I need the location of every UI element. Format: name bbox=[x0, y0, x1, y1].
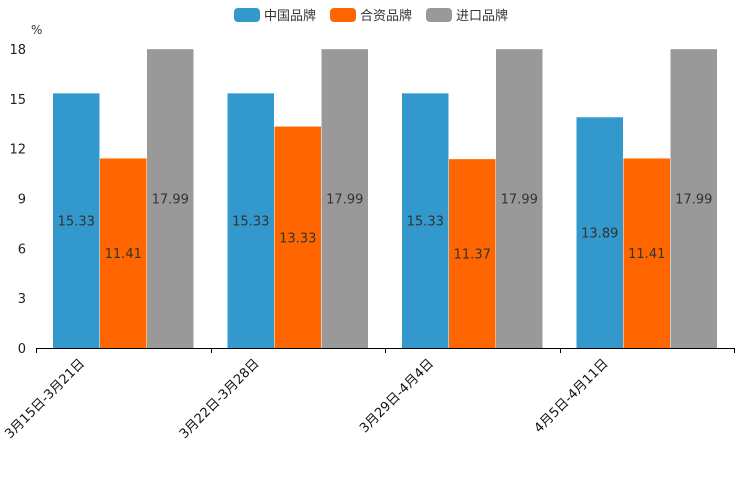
bar bbox=[496, 49, 543, 349]
bar-value-label: 11.41 bbox=[105, 247, 142, 262]
legend-label: 中国品牌 bbox=[264, 8, 316, 24]
y-tick-label: 12 bbox=[9, 143, 26, 158]
bar bbox=[274, 126, 321, 349]
bar-value-label: 15.33 bbox=[407, 215, 444, 230]
bar-value-label: 13.33 bbox=[279, 231, 316, 246]
x-tick-label: 3月15日-3月21日 bbox=[2, 356, 88, 442]
bar-value-label: 11.37 bbox=[454, 248, 491, 263]
y-axis-ticks: 0 3 6 9 12 15 18 bbox=[9, 43, 26, 357]
legend: 中国品牌 合资品牌 进口品牌 bbox=[234, 8, 508, 24]
bar-labels: 15.33 11.41 17.99 15.33 13.33 17.99 15.33 11.37… bbox=[58, 193, 713, 263]
bar bbox=[670, 49, 717, 349]
legend-label: 合资品牌 bbox=[360, 8, 412, 24]
bar bbox=[100, 158, 147, 348]
bar bbox=[53, 93, 100, 348]
bar-value-label: 15.33 bbox=[232, 215, 269, 230]
x-tick-label: 3月22日-3月28日 bbox=[177, 356, 263, 442]
bar-value-label: 11.41 bbox=[628, 247, 665, 262]
y-tick-label: 9 bbox=[18, 193, 26, 208]
bar-value-label: 13.89 bbox=[581, 227, 618, 242]
legend-swatch bbox=[426, 8, 452, 22]
bar-value-label: 17.99 bbox=[152, 193, 189, 208]
y-tick-label: 0 bbox=[18, 342, 26, 357]
legend-label: 进口品牌 bbox=[456, 8, 508, 24]
y-tick-label: 3 bbox=[18, 292, 26, 307]
bar bbox=[402, 93, 449, 348]
bar-value-label: 17.99 bbox=[675, 193, 712, 208]
bar bbox=[147, 49, 194, 349]
y-tick-label: 6 bbox=[18, 242, 26, 257]
bar bbox=[449, 159, 496, 348]
bar bbox=[623, 158, 670, 348]
bar-value-label: 15.33 bbox=[58, 215, 95, 230]
y-tick-label: 15 bbox=[9, 93, 26, 108]
legend-swatch bbox=[330, 8, 356, 22]
legend-swatch bbox=[234, 8, 260, 22]
bar-value-label: 17.99 bbox=[501, 193, 538, 208]
bar bbox=[321, 49, 368, 349]
bar bbox=[576, 117, 623, 348]
x-tick-label: 4月5日-4月11日 bbox=[532, 356, 612, 436]
bar-value-label: 17.99 bbox=[326, 193, 363, 208]
x-axis: 3月15日-3月21日 3月22日-3月28日 3月29日-4月4日 4月5日-4月1… bbox=[2, 348, 735, 442]
bar bbox=[227, 93, 274, 348]
x-tick-label: 3月29日-4月4日 bbox=[357, 356, 437, 436]
y-tick-label: 18 bbox=[9, 43, 26, 58]
bars bbox=[53, 49, 717, 349]
y-axis-unit: % bbox=[31, 23, 42, 37]
